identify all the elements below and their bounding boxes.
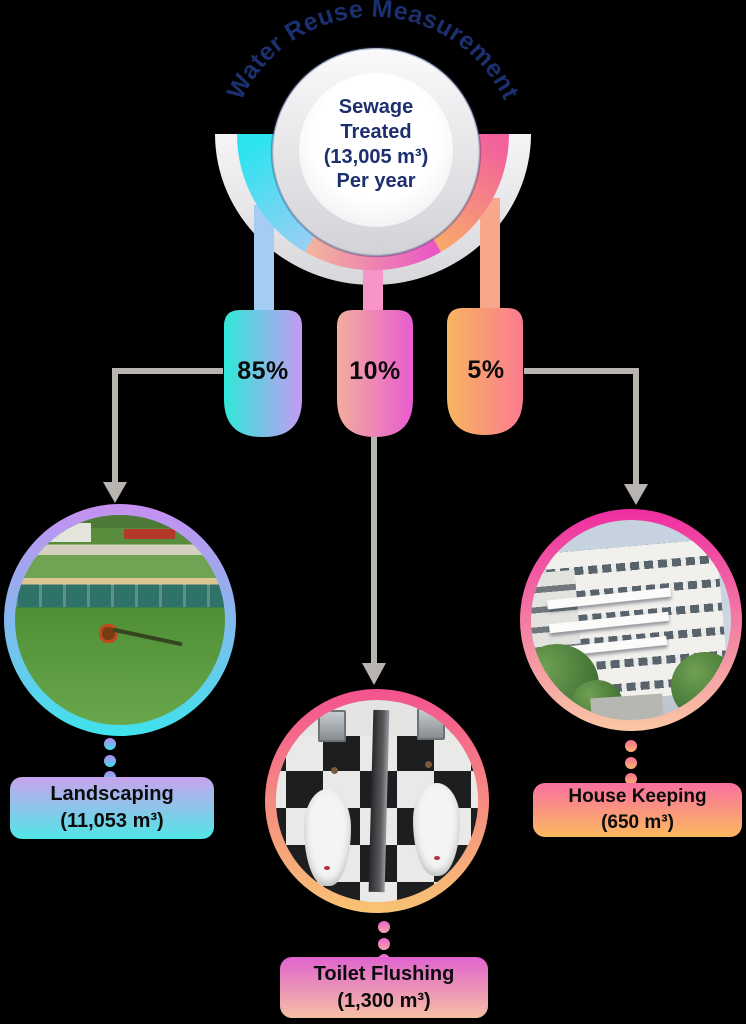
percent-capsule-toilet-flushing — [337, 310, 413, 437]
sprinkler-hose — [111, 627, 183, 647]
glass-pond-edge — [15, 584, 225, 608]
toilet-flushing-label: Toilet Flushing (1,300 m³) — [280, 957, 488, 1018]
percent-house-keeping: 5% — [467, 356, 505, 384]
dot-connector-toilet-flushing — [378, 921, 390, 933]
arrow-head-house-keeping — [624, 484, 648, 505]
dot-connector-house-keeping — [625, 740, 637, 752]
house-keeping-photo-ring — [520, 509, 742, 731]
red-bench — [124, 528, 175, 540]
sprinkler — [99, 624, 118, 644]
urinal-drain-left — [324, 865, 331, 870]
arrow-head-toilet-flushing — [362, 663, 386, 685]
urinal-right — [413, 782, 460, 876]
arrow-line-landscaping — [112, 368, 223, 484]
landscaping-label: Landscaping (11,053 m³) — [10, 777, 214, 839]
urinal-left — [304, 788, 351, 886]
sensor-left — [330, 766, 338, 774]
walkway — [590, 693, 664, 720]
landscaping-photo-ring — [4, 504, 236, 736]
lawn-sprinkler-photo — [15, 515, 225, 725]
urinals-photo — [276, 700, 478, 902]
dot-connector-house-keeping — [625, 773, 637, 785]
percent-landscaping: 85% — [237, 357, 289, 385]
shed — [31, 523, 91, 543]
flow-tube-landscaping — [254, 205, 274, 316]
dot-connector-house-keeping — [625, 757, 637, 769]
dot-connector-landscaping — [104, 738, 116, 750]
percent-capsule-house-keeping — [447, 308, 523, 435]
arrow-line-house-keeping — [524, 368, 639, 486]
tree — [671, 652, 731, 720]
flush-plate-left — [318, 710, 347, 743]
building-photo — [531, 520, 731, 720]
arrow-head-landscaping — [103, 482, 127, 503]
center-circle-inner — [299, 73, 453, 227]
urinal-drain-right — [433, 855, 440, 860]
sewage-treated-label: Sewage Treated (13,005 m³) Per year — [323, 96, 429, 193]
percent-capsule-landscaping — [224, 310, 302, 437]
sensor-right — [425, 760, 433, 768]
toilet-photo-ring — [265, 689, 489, 913]
dot-connector-landscaping — [104, 755, 116, 767]
flush-plate-right — [417, 708, 446, 741]
flow-tube-house-keeping — [480, 198, 500, 316]
house-keeping-label: House Keeping (650 m³) — [533, 783, 742, 837]
percent-toilet-flushing: 10% — [349, 357, 401, 385]
dot-connector-toilet-flushing — [378, 938, 390, 950]
